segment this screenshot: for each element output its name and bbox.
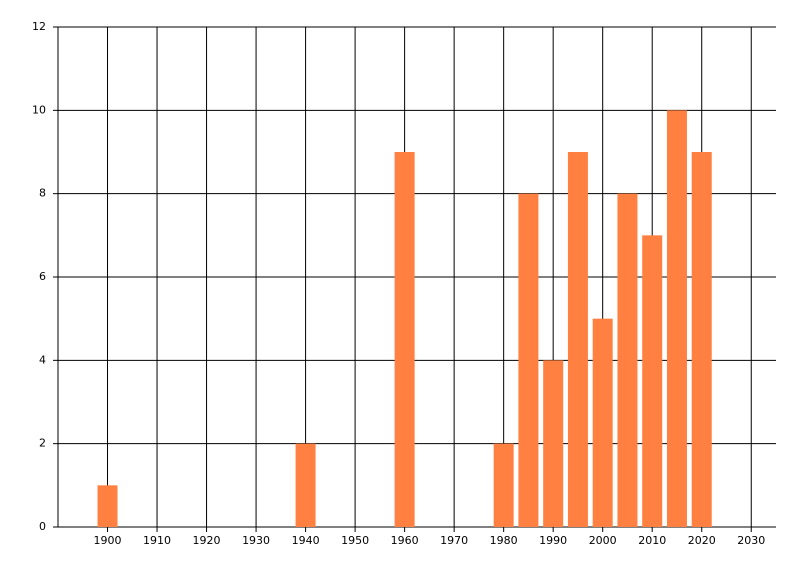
bar: [493, 443, 514, 527]
bar: [97, 485, 118, 527]
bar: [592, 318, 613, 527]
y-tick-label: 10: [32, 103, 46, 116]
x-tick-label: 2000: [589, 534, 617, 547]
y-tick-label: 4: [39, 353, 46, 366]
x-tick-label: 2010: [638, 534, 666, 547]
x-tick-label: 1970: [440, 534, 468, 547]
x-tick-label: 1930: [242, 534, 270, 547]
y-tick-label: 8: [39, 187, 46, 200]
bar: [567, 152, 588, 527]
bar: [543, 360, 564, 527]
bar: [666, 110, 687, 527]
x-tick-label: 1990: [539, 534, 567, 547]
x-tick-label: 2030: [737, 534, 765, 547]
y-tick-label: 2: [39, 437, 46, 450]
bar: [295, 443, 316, 527]
x-tick-label: 1920: [193, 534, 221, 547]
bar: [642, 235, 663, 528]
x-tick-label: 1910: [143, 534, 171, 547]
x-tick-label: 2020: [688, 534, 716, 547]
x-tick-label: 1960: [391, 534, 419, 547]
bar: [394, 152, 415, 527]
y-tick-label: 6: [39, 270, 46, 283]
bar: [518, 193, 539, 527]
x-tick-label: 1900: [94, 534, 122, 547]
y-tick-label: 12: [32, 20, 46, 33]
x-tick-label: 1940: [292, 534, 320, 547]
bar: [617, 193, 638, 527]
y-tick-label: 0: [39, 520, 46, 533]
x-tick-label: 1980: [490, 534, 518, 547]
bar: [691, 152, 712, 527]
x-tick-label: 1950: [341, 534, 369, 547]
